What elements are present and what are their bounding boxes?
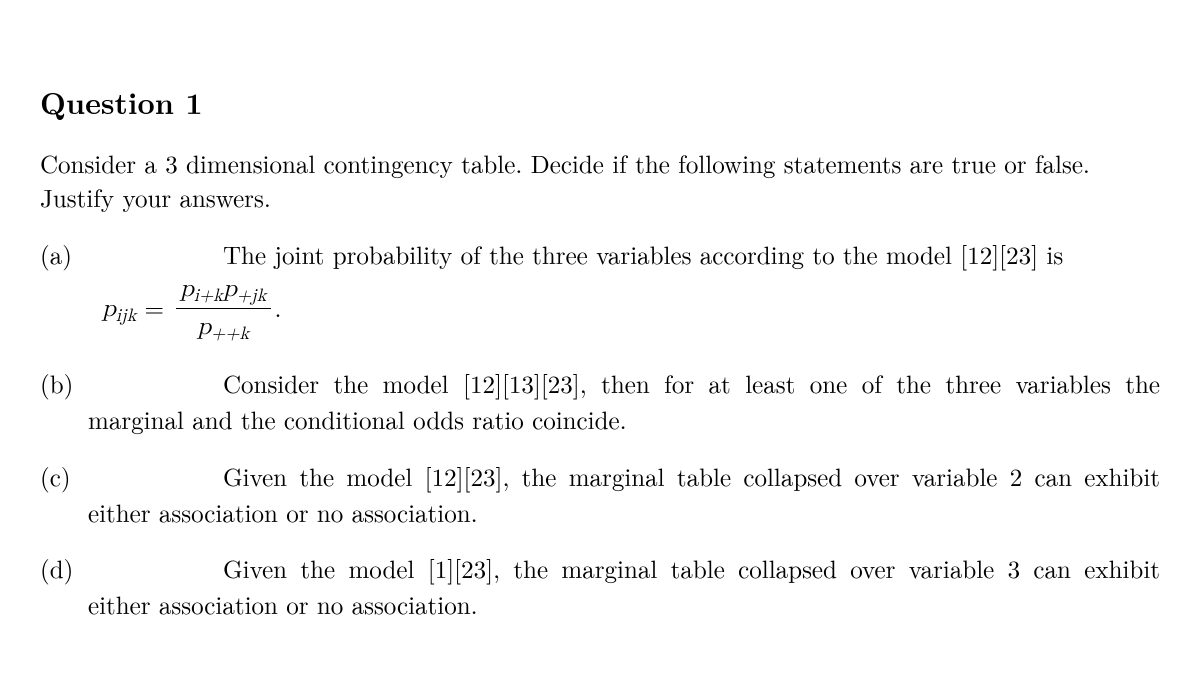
item-b-content: Consider the model [12][13][23], then fo…: [88, 366, 1160, 439]
page: Question 1 Consider a 3 dimensional cont…: [0, 0, 1200, 684]
item-c-label: (c): [40, 459, 88, 494]
item-d-text: Given the model [1][23], the marginal ta…: [88, 551, 1160, 622]
intro-text: Consider a 3 dimensional contingency tab…: [40, 147, 1160, 215]
item-c-text: Given the model [12][23], the marginal t…: [88, 459, 1160, 530]
item-b-label: (b): [40, 366, 88, 401]
eq-lhs: pijk: [102, 291, 137, 329]
item-d-label: (d): [40, 551, 88, 586]
item-a-content: The joint probability of the three varia…: [88, 237, 1160, 347]
item-list: (a) The joint probability of the three v…: [40, 237, 1160, 624]
eq-denominator: p++k: [176, 309, 271, 346]
item-c: (c) Given the model [12][23], the margin…: [40, 459, 1160, 532]
eq-fraction: pi+kp+jk p++k: [176, 275, 271, 346]
item-d-content: Given the model [1][23], the marginal ta…: [88, 551, 1160, 624]
item-d: (d) Given the model [1][23], the margina…: [40, 551, 1160, 624]
item-b: (b) Consider the model [12][13][23], the…: [40, 366, 1160, 439]
item-a-label: (a): [40, 237, 88, 272]
item-a-text-before: The joint probability of the three varia…: [223, 237, 1063, 272]
question-title: Question 1: [40, 80, 1160, 123]
item-c-content: Given the model [12][23], the marginal t…: [88, 459, 1160, 532]
item-a: (a) The joint probability of the three v…: [40, 237, 1160, 347]
eq-period: .: [275, 292, 282, 328]
item-b-text: Consider the model [12][13][23], then fo…: [88, 366, 1160, 437]
eq-sign: =: [145, 292, 164, 328]
item-a-equation: pijk = pi+kp+jk p++k .: [102, 275, 282, 346]
eq-numerator: pi+kp+jk: [176, 275, 271, 309]
